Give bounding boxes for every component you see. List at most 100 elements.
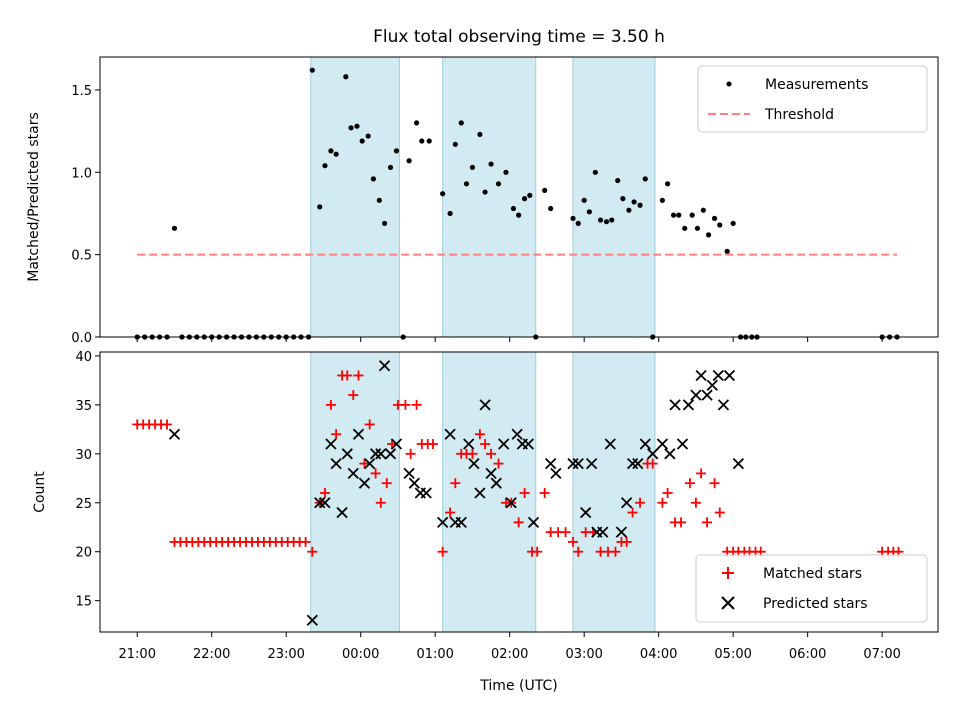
measurement-point [724, 248, 730, 254]
measurement-point [348, 125, 354, 131]
predicted-stars-point [403, 467, 415, 480]
measurement-point [406, 158, 412, 164]
measurement-point [581, 197, 587, 203]
y-tick-label: 30 [75, 448, 92, 463]
chart-title: Flux total observing time = 3.50 h [373, 27, 665, 47]
legend-matched-label: Matched stars [763, 566, 862, 582]
measurement-point [609, 217, 615, 223]
matched-stars-point [709, 478, 720, 489]
matched-stars-point [560, 527, 571, 538]
matched-stars-point [307, 546, 318, 557]
predicted-stars-point [632, 457, 644, 470]
measurement-point [642, 176, 648, 182]
predicted-stars-point [468, 457, 480, 470]
matched-stars-point [568, 536, 579, 547]
ratio-y-ticks: 0.0 0.5 1.0 1.5 [71, 84, 100, 346]
matched-stars-point [375, 497, 386, 508]
predicted-stars-point [676, 438, 689, 450]
predicted-stars-point [615, 526, 628, 538]
predicted-stars-point [706, 379, 718, 391]
predicted-stars-point [527, 516, 540, 528]
count-axes-frame [99, 351, 939, 633]
matched-stars-point [532, 546, 543, 557]
measurement-point [482, 189, 488, 195]
predicted-stars-point [567, 457, 579, 470]
matched-stars-point [676, 517, 687, 528]
predicted-stars-point [585, 457, 598, 470]
predicted-stars-point [717, 399, 730, 411]
predicted-stars-point [444, 428, 456, 440]
legend-predicted-marker [721, 596, 735, 610]
measurement-point [426, 138, 432, 144]
measurement-point [413, 120, 420, 126]
predicted-stars-point [664, 448, 676, 460]
predicted-stars-point [375, 448, 387, 460]
measurement-point [495, 181, 502, 187]
measurement-point [521, 196, 528, 202]
matched-stars-point [342, 370, 353, 381]
measurement-point [171, 225, 178, 231]
predicted-stars-point [364, 457, 376, 470]
x-tick-label: 03:00 [565, 647, 602, 662]
measurement-point [615, 177, 621, 184]
y-tick-label: 15 [75, 595, 92, 610]
matched-stars-point [359, 458, 370, 469]
predicted-stars-point [682, 399, 695, 411]
predicted-stars-point [330, 457, 342, 470]
measurement-point [328, 148, 334, 154]
observing-interval-3 [572, 56, 656, 338]
y-tick-label: 0.0 [71, 331, 92, 346]
matched-stars-point [445, 507, 456, 518]
matched-stars-point [480, 439, 491, 450]
count-x-ticks: 21:00 22:00 23:00 00:00 01:00 02:00 03:00 04:00… [119, 632, 901, 662]
measurement-point [711, 215, 718, 222]
measurement-point [626, 207, 632, 213]
predicted-stars-point [420, 487, 432, 499]
measurement-point [354, 123, 360, 129]
y-tick-label: 25 [75, 497, 92, 512]
predicted-stars-point [485, 467, 497, 480]
measurement-point [309, 67, 315, 73]
matched-stars-point [353, 370, 364, 381]
measurement-point [665, 181, 671, 187]
legend-matched-marker [722, 567, 734, 579]
matched-stars-point [319, 487, 330, 498]
predicted-stars-point [319, 497, 331, 509]
measurement-point [676, 212, 682, 218]
measurement-point [322, 163, 328, 169]
observing-interval-1 [310, 56, 400, 338]
measurement-point [542, 187, 548, 194]
matched-stars-point [467, 448, 478, 459]
predicted-stars-point [545, 457, 557, 470]
measurement-point [603, 219, 610, 225]
observing-interval-2 [442, 351, 537, 633]
legend-predicted-label: Predicted stars [763, 596, 868, 612]
matched-stars-point [662, 487, 673, 498]
measurement-point [689, 212, 695, 218]
matched-stars-point [573, 546, 584, 557]
predicted-stars-point [369, 448, 382, 460]
predicted-stars-point [701, 389, 713, 401]
observing-interval-3 [572, 351, 656, 633]
x-tick-label: 02:00 [491, 647, 528, 662]
matched-stars-point [348, 390, 359, 401]
predicted-stars-point [474, 487, 486, 499]
predicted-stars-point [695, 369, 707, 382]
predicted-stars-point [604, 438, 616, 450]
predicted-stars-point [621, 497, 633, 509]
predicted-stars-point [352, 428, 365, 440]
count-y-axis-label: Count [32, 471, 48, 513]
measurement-point [477, 131, 483, 138]
matched-stars-point [370, 468, 381, 479]
matched-stars-point [714, 507, 725, 518]
predicted-stars-point [639, 438, 651, 450]
measurement-point [527, 192, 533, 198]
matched-stars-point [411, 399, 422, 410]
predicted-stars-point [597, 526, 609, 538]
x-tick-label: 23:00 [267, 647, 304, 662]
predicted-stars-point [723, 369, 736, 382]
measurement-point [365, 133, 371, 139]
measurement-point [586, 209, 592, 215]
matched-stars-point [635, 497, 646, 508]
count-legend: Matched stars Predicted stars [695, 554, 928, 623]
